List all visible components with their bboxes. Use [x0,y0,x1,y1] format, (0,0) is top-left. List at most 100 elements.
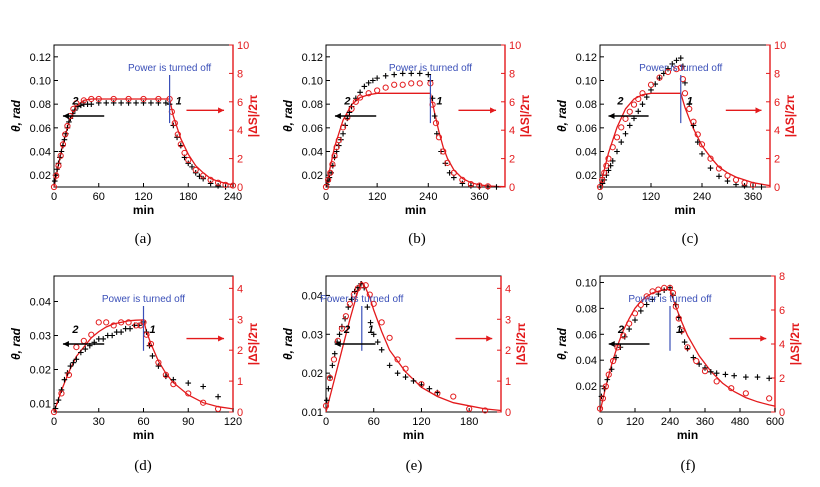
data-point-phase [326,374,334,382]
data-point-theta [639,101,646,107]
panel-label: (d) [134,458,152,474]
data-point-phase [673,66,680,73]
data-point-phase [408,80,415,87]
data-point-theta [72,107,78,113]
data-point-phase [362,282,369,289]
y-left-tick-label: 0.10 [302,76,323,88]
data-point-theta [185,160,192,167]
data-point-theta [196,173,203,180]
data-point-theta [155,363,162,369]
y-left-tick-label: 0.10 [576,277,597,289]
panel-label: (f) [681,458,696,474]
data-point-phase [338,325,346,332]
data-point-phase [53,172,60,179]
data-point-phase [181,149,188,157]
data-point-theta [351,288,358,295]
curve-label-1: 1 [176,96,182,108]
data-point-theta [665,65,671,72]
power-off-annotation: Power is turned off [389,63,472,74]
data-point-theta [608,366,615,373]
data-point-theta [673,57,680,64]
data-point-phase [64,122,71,130]
data-point-phase [664,68,672,76]
x-tick-label: 120 [368,191,386,203]
y-left-tick-label: 0.08 [576,99,597,111]
right-axis-arrowhead [218,335,225,342]
right-axis-arrowhead [755,107,762,114]
data-point-theta [207,180,214,187]
data-point-phase [622,115,629,122]
data-point-phase [626,320,633,327]
data-point-theta [163,100,169,106]
data-point-theta [118,100,124,106]
data-point-phase [639,90,646,97]
data-point-theta [766,375,772,382]
chart-panel: 0 60 120 180 240 0.02 0.04 0.06 0.08 0.10 0.12 0 2 4 6… [9,40,260,247]
data-point-phase [459,176,466,183]
data-point-phase [678,327,685,334]
data-point-phase [605,155,612,162]
data-point-theta [73,356,80,363]
data-point-theta [88,101,95,107]
data-point-phase [327,169,334,176]
data-point-theta [365,80,372,86]
y-left-tick-label: 0.10 [576,76,597,88]
y-right-tick-label: 0 [237,182,243,194]
data-point-theta [374,75,380,81]
y-right-tick-label: 8 [509,68,515,80]
y-right-tick-label: 4 [509,125,515,137]
data-point-phase [686,105,693,113]
data-point-theta [410,378,417,384]
y-left-tick-label: 0.04 [302,147,323,159]
data-point-theta [370,331,377,338]
data-point-phase [132,322,140,329]
x-tick-label: 0 [323,416,329,428]
data-point-phase [399,81,406,88]
data-point-phase [386,334,393,341]
x-axis-label: min [133,428,154,442]
data-point-phase [630,101,638,108]
x-tick-label: 60 [137,416,149,428]
data-point-phase [450,393,457,400]
x-tick-label: 90 [182,416,194,428]
data-point-phase [626,108,633,115]
y-left-tick-label: 0.03 [30,331,51,343]
data-point-theta [52,405,59,412]
data-point-phase [643,293,650,300]
data-point-phase [713,378,720,385]
data-point-theta [78,349,84,356]
data-point-phase [88,331,95,338]
data-point-phase [694,131,701,138]
data-point-theta [622,130,629,137]
y-right-tick-label: 4 [237,125,243,137]
data-point-theta [361,83,368,90]
data-point-theta [431,113,438,119]
x-tick-label: 120 [412,416,430,428]
data-point-phase [707,155,714,162]
curve-label-2: 2 [343,96,350,108]
data-point-theta [426,385,433,392]
data-point-theta [331,350,338,357]
data-point-theta [215,393,221,400]
left-axis-arrowhead [334,341,341,347]
y-right-tick-label: 8 [237,68,243,80]
data-point-theta [716,173,722,180]
data-point-phase [207,176,214,183]
y-left-axis-label: θ, rad [555,99,569,132]
data-point-phase [73,343,80,351]
data-point-theta [55,397,62,403]
data-point-theta [648,87,654,93]
data-point-theta [70,359,77,366]
data-point-theta [133,100,139,106]
y-right-tick-label: 4 [779,339,785,351]
data-point-phase [394,356,401,363]
curve-label-2: 2 [343,324,350,336]
y-left-tick-label: 0.02 [576,381,597,393]
y-left-tick-label: 0.08 [302,99,323,111]
data-point-theta [100,336,107,342]
x-tick-label: 240 [693,191,711,203]
data-point-phase [631,310,639,317]
data-point-phase [666,284,674,291]
data-point-theta [604,376,611,383]
data-point-phase [57,152,64,159]
